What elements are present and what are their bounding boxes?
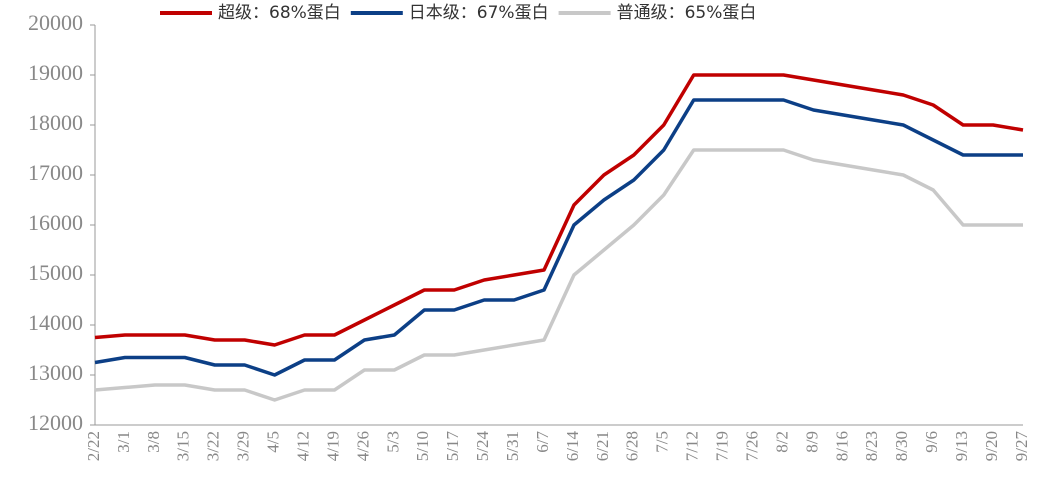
x-tick-label: 3/22 (204, 431, 223, 461)
x-tick-label: 4/5 (264, 431, 283, 453)
x-tick-label: 8/30 (892, 431, 911, 461)
x-tick-label: 4/26 (353, 431, 372, 461)
x-tick-label: 7/12 (683, 431, 702, 461)
series-line (94, 148, 1023, 402)
x-tick-label: 7/26 (742, 431, 761, 461)
x-tick-label: 8/2 (772, 431, 791, 453)
x-tick-label: 3/1 (114, 431, 133, 453)
x-tick-label: 4/19 (323, 431, 342, 461)
x-tick-label: 8/16 (832, 431, 851, 461)
x-tick-label: 6/14 (563, 431, 582, 462)
legend-label: 普通级：65%蛋白 (617, 3, 757, 23)
x-tick-label: 7/5 (653, 431, 672, 453)
x-tick-label: 5/17 (443, 431, 462, 462)
x-tick-label: 8/23 (862, 431, 881, 461)
y-tick-label: 12000 (28, 410, 83, 435)
x-tick-label: 6/21 (593, 431, 612, 461)
y-tick-label: 14000 (28, 310, 83, 335)
x-tick-label: 5/3 (383, 431, 402, 453)
x-tick-label: 3/15 (174, 431, 193, 461)
x-tick-label: 8/9 (802, 431, 821, 453)
x-tick-label: 5/10 (413, 431, 432, 461)
y-tick-label: 18000 (28, 110, 83, 135)
x-tick-label: 3/29 (234, 431, 253, 461)
legend-label: 日本级：67%蛋白 (409, 3, 549, 23)
x-tick-label: 6/7 (533, 431, 552, 453)
x-tick-label: 9/27 (1012, 431, 1031, 462)
y-tick-label: 19000 (28, 60, 83, 85)
x-tick-label: 9/20 (982, 431, 1001, 461)
y-tick-label: 20000 (28, 10, 83, 35)
series-line (94, 73, 1024, 347)
legend-label: 超级：68%蛋白 (218, 3, 341, 23)
y-tick-label: 17000 (28, 160, 83, 185)
x-tick-label: 2/22 (84, 431, 103, 461)
x-tick-label: 9/6 (922, 431, 941, 453)
x-tick-label: 4/12 (293, 431, 312, 461)
series-line (94, 98, 1023, 377)
x-tick-label: 5/31 (503, 431, 522, 461)
x-tick-label: 7/19 (713, 431, 732, 461)
x-tick-label: 5/24 (473, 431, 492, 462)
x-tick-label: 9/13 (952, 431, 971, 461)
x-tick-label: 3/8 (144, 431, 163, 453)
x-tick-label: 6/28 (623, 431, 642, 461)
y-tick-label: 16000 (28, 210, 83, 235)
y-tick-label: 13000 (28, 360, 83, 385)
y-tick-label: 15000 (28, 260, 83, 285)
